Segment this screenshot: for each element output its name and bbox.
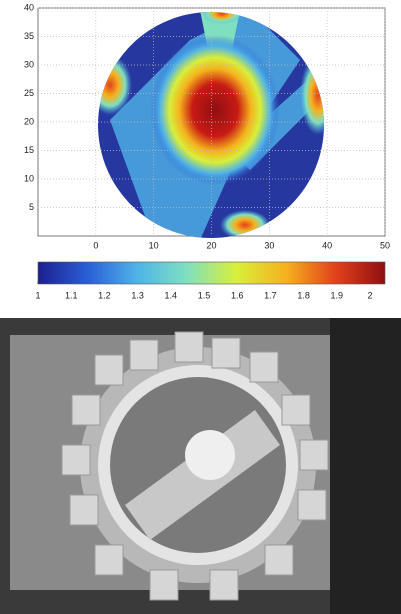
y-tick-label: 40 bbox=[24, 2, 34, 12]
y-tick-label: 15 bbox=[24, 145, 34, 155]
colorbar-tick-label: 1.2 bbox=[98, 290, 111, 300]
y-tick-label: 10 bbox=[24, 173, 34, 183]
colorbar bbox=[38, 262, 385, 284]
y-tick-label: 30 bbox=[24, 59, 34, 69]
colorbar-tick-label: 1.7 bbox=[264, 290, 277, 300]
colorbar-tick-label: 1 bbox=[35, 290, 40, 300]
x-tick-label: 40 bbox=[322, 240, 332, 250]
colorbar-tick-label: 1.4 bbox=[165, 290, 178, 300]
colorbar-tick-label: 1.5 bbox=[198, 290, 211, 300]
page: {"chart_data": {"type": "heatmap", "xlim… bbox=[0, 0, 401, 614]
x-tick-label: 20 bbox=[206, 240, 216, 250]
x-tick-label: 0 bbox=[93, 240, 98, 250]
photo bbox=[0, 318, 401, 614]
colorbar-tick-label: 1.8 bbox=[297, 290, 310, 300]
y-tick-label: 25 bbox=[24, 88, 34, 98]
y-tick-label: 20 bbox=[24, 116, 34, 126]
y-tick-label: 35 bbox=[24, 31, 34, 41]
colorbar-tick-label: 2 bbox=[367, 290, 372, 300]
x-tick-label: 30 bbox=[264, 240, 274, 250]
x-tick-label: 50 bbox=[380, 240, 390, 250]
colorbar-tick-label: 1.6 bbox=[231, 290, 244, 300]
figure: 0 10 20 30 40 50 5 10 15 20 25 30 35 40 1 1.1 1.2 1.3 1.4 1… bbox=[0, 0, 401, 614]
y-tick-label: 5 bbox=[29, 202, 34, 212]
colorbar-tick-label: 1.3 bbox=[131, 290, 144, 300]
colorbar-tick-label: 1.1 bbox=[65, 290, 78, 300]
x-tick-label: 10 bbox=[149, 240, 159, 250]
colorbar-tick-label: 1.9 bbox=[331, 290, 344, 300]
